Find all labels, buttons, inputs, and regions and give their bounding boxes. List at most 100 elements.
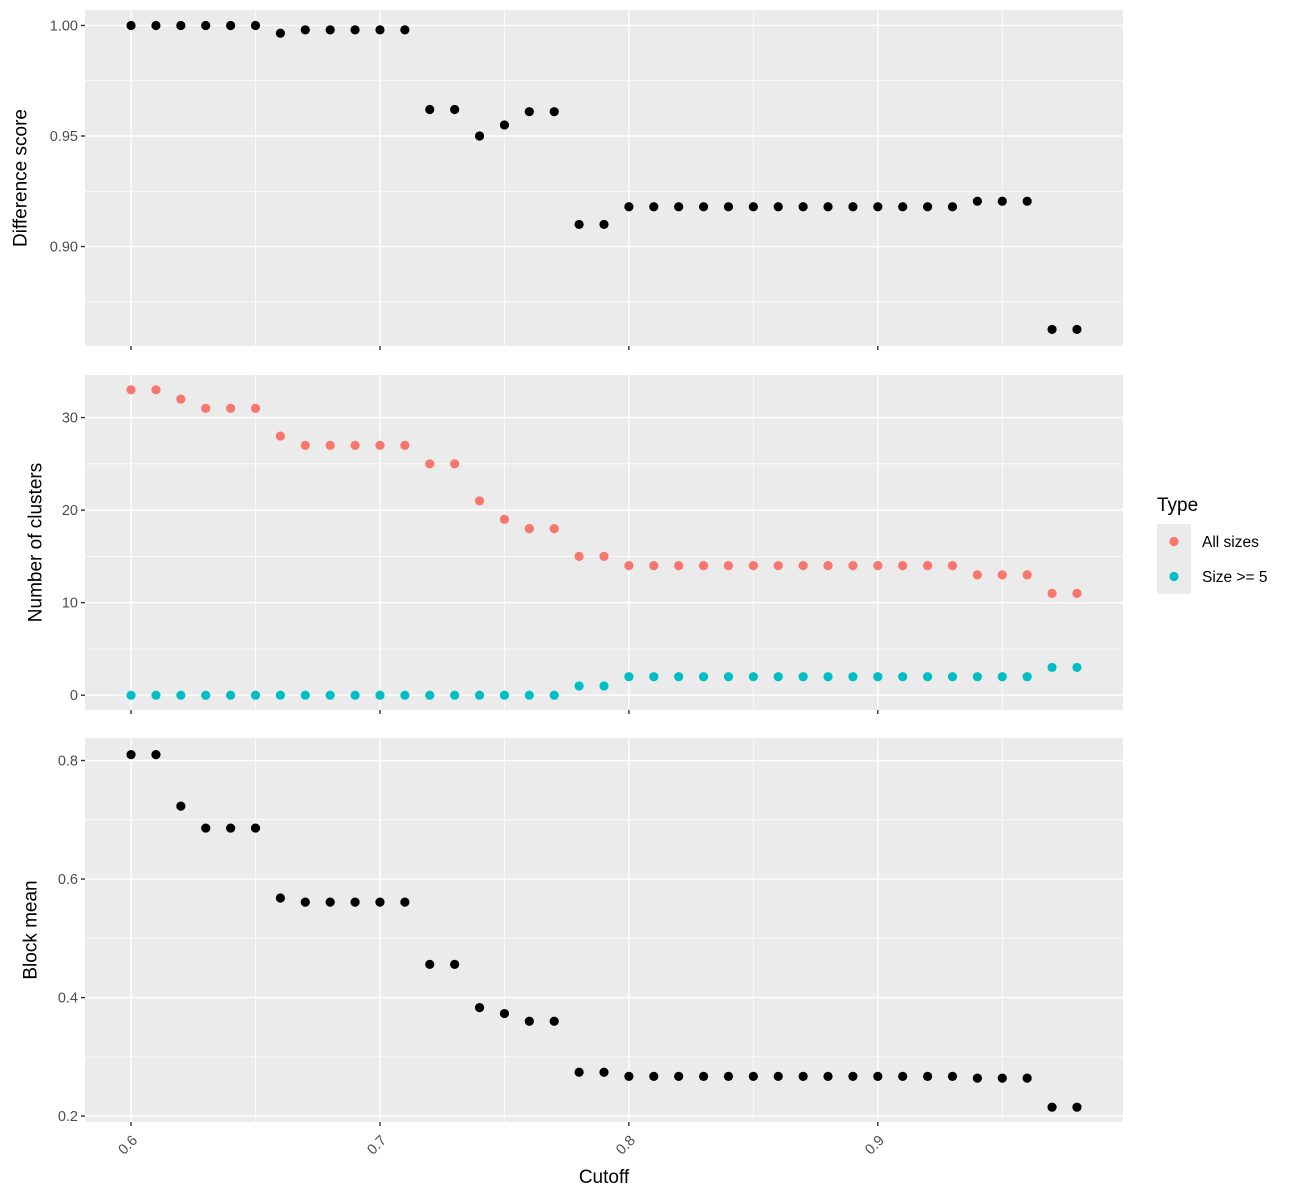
- data-point: [798, 202, 808, 212]
- data-point: [972, 672, 982, 682]
- data-point: [300, 897, 310, 907]
- data-point: [1047, 588, 1057, 598]
- data-point: [524, 524, 534, 534]
- x-axis-title: Cutoff: [579, 1167, 630, 1188]
- data-point: [1072, 324, 1082, 335]
- data-point: [226, 690, 236, 700]
- data-point: [151, 690, 161, 700]
- y-tick-label: 30: [62, 411, 78, 427]
- legend: Type All sizes Size >= 5: [1157, 495, 1268, 594]
- data-point: [748, 202, 758, 212]
- data-point: [972, 1073, 982, 1083]
- data-point: [450, 690, 460, 700]
- data-point: [674, 672, 684, 682]
- data-point: [524, 1016, 534, 1026]
- data-point: [947, 561, 958, 571]
- data-point: [300, 690, 310, 700]
- data-point: [649, 202, 659, 212]
- data-point: [474, 690, 485, 700]
- data-point: [549, 1016, 559, 1026]
- panel-difference: 0.90 0.95 1.00 Difference score: [11, 10, 1123, 350]
- data-point: [226, 20, 236, 31]
- data-point: [723, 202, 734, 212]
- data-point: [1047, 324, 1057, 335]
- data-point: [425, 104, 435, 115]
- data-point: [898, 1071, 908, 1081]
- data-point: [624, 672, 634, 682]
- data-point: [1022, 672, 1032, 682]
- y-axis-title: Difference score: [11, 109, 32, 247]
- data-point: [599, 1067, 609, 1077]
- series-points: [126, 749, 1082, 1112]
- y-axis-title: Block mean: [21, 880, 42, 979]
- legend-label: Size >= 5: [1202, 569, 1268, 586]
- panel-background: [85, 375, 1123, 710]
- data-point: [151, 20, 161, 31]
- data-point: [350, 897, 360, 907]
- data-point: [848, 561, 858, 571]
- data-point: [997, 1073, 1007, 1083]
- data-point: [1047, 1102, 1057, 1112]
- data-point: [201, 823, 211, 833]
- data-point: [524, 107, 534, 117]
- data-point: [947, 202, 958, 212]
- data-point: [972, 570, 982, 580]
- data-point: [599, 219, 609, 230]
- data-point: [151, 385, 161, 395]
- y-tick-label: 0.95: [50, 129, 78, 145]
- y-tick-label: 0.2: [58, 1109, 78, 1125]
- data-point: [126, 385, 136, 395]
- data-point: [798, 561, 808, 571]
- data-point: [350, 690, 360, 700]
- data-point: [823, 1071, 833, 1081]
- data-point: [275, 893, 286, 903]
- data-point: [649, 672, 659, 682]
- data-point: [997, 570, 1007, 580]
- y-tick-label: 0.8: [58, 754, 78, 770]
- x-tick-label: 0.7: [364, 1133, 390, 1159]
- data-point: [176, 801, 186, 811]
- x-tick-label: 0.8: [613, 1133, 639, 1159]
- data-point: [325, 25, 335, 35]
- data-point: [723, 561, 734, 571]
- data-point: [250, 403, 261, 413]
- data-point: [674, 561, 684, 571]
- data-point: [898, 561, 908, 571]
- data-point: [375, 897, 385, 907]
- data-point: [848, 1071, 858, 1081]
- y-tick-label: 0: [70, 688, 78, 704]
- data-point: [474, 131, 485, 141]
- data-point: [873, 1071, 883, 1081]
- data-point: [748, 561, 758, 571]
- data-point: [773, 561, 783, 571]
- data-point: [201, 20, 211, 31]
- data-point: [649, 561, 659, 571]
- data-point: [873, 672, 883, 682]
- data-point: [674, 202, 684, 212]
- data-point: [201, 403, 211, 413]
- series-size-5: [126, 662, 1082, 700]
- series-all-sizes: [126, 385, 1082, 598]
- data-point: [250, 20, 261, 31]
- series-points: [126, 20, 1082, 335]
- data-point: [400, 897, 410, 907]
- data-point: [997, 672, 1007, 682]
- data-point: [549, 690, 559, 700]
- data-point: [848, 672, 858, 682]
- data-point: [698, 1071, 709, 1081]
- data-point: [400, 25, 410, 35]
- data-point: [1022, 196, 1032, 206]
- data-point: [698, 202, 709, 212]
- data-point: [624, 1071, 634, 1081]
- data-point: [873, 202, 883, 212]
- data-point: [947, 672, 958, 682]
- data-point: [922, 561, 933, 571]
- data-point: [922, 202, 933, 212]
- data-point: [773, 1071, 783, 1081]
- legend-key-point: [1169, 571, 1179, 582]
- data-point: [450, 104, 460, 115]
- data-point: [275, 431, 286, 441]
- data-point: [375, 440, 385, 450]
- data-point: [773, 672, 783, 682]
